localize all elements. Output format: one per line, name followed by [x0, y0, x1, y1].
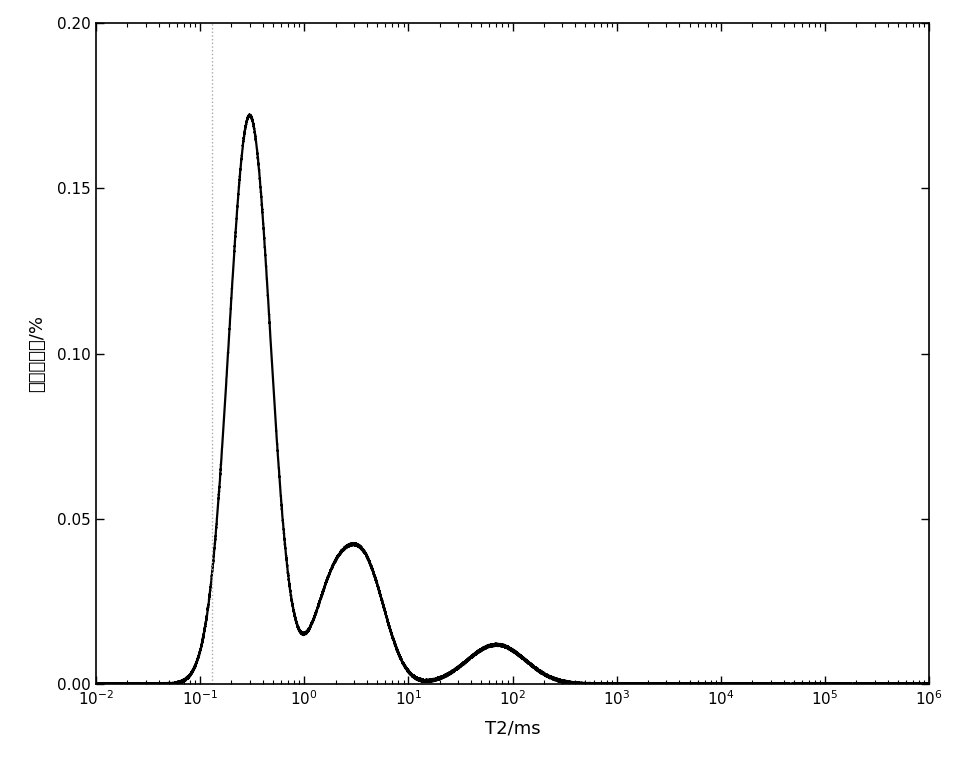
X-axis label: T2/ms: T2/ms: [485, 719, 540, 737]
Y-axis label: 孔隅度分量/%: 孔隅度分量/%: [28, 315, 46, 392]
